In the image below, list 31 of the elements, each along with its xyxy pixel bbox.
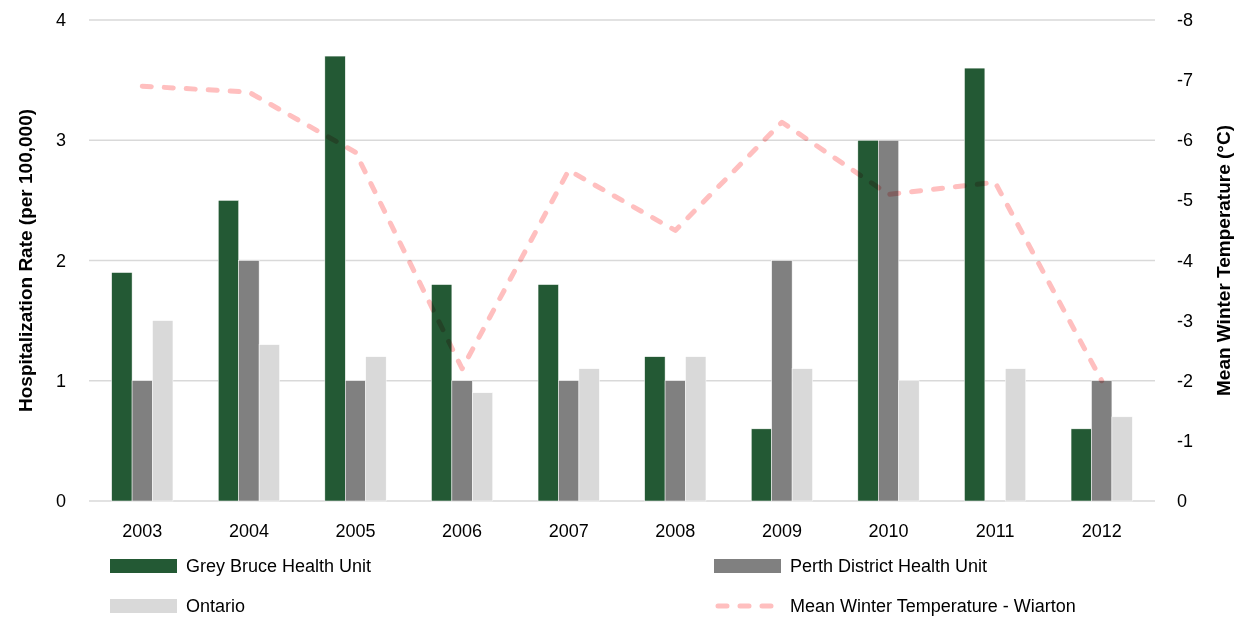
x-tick-label: 2005	[335, 521, 376, 541]
legend-label: Mean Winter Temperature - Wiarton	[790, 596, 1076, 616]
y2-tick-label: -8	[1177, 10, 1194, 30]
x-tick-label: 2006	[442, 521, 483, 541]
y2-axis-title: Mean Winter Temperature (°C)	[1212, 124, 1234, 397]
bar	[964, 67, 986, 502]
y-tick-label: 3	[55, 130, 66, 151]
y-tick-label: 4	[55, 10, 66, 30]
x-tick-label: 2009	[761, 521, 802, 541]
y2-tick-label: -2	[1177, 370, 1194, 391]
legend-label: Ontario	[186, 596, 246, 616]
y-axis-title: Hospitalization Rate (per 100,000)	[14, 108, 36, 413]
y2-tick-label: -1	[1177, 430, 1194, 451]
x-tick-label: 2007	[548, 521, 589, 541]
y2-tick-label: 0	[1177, 491, 1188, 511]
y2-tick-label: -6	[1177, 130, 1194, 151]
y2-tick-label: -7	[1177, 70, 1194, 91]
y2-tick-label: -3	[1177, 310, 1194, 331]
x-tick-label: 2004	[228, 521, 269, 541]
y-tick-label: 2	[55, 250, 66, 271]
x-tick-label: 2010	[868, 521, 909, 541]
y2-tick-label: -4	[1177, 250, 1194, 271]
x-tick-label: 2008	[655, 521, 696, 541]
x-tick-label: 2011	[975, 521, 1015, 541]
y-tick-label: 0	[55, 491, 66, 511]
legend-label: Grey Bruce Health Unit	[186, 556, 372, 576]
y2-tick-label: -5	[1177, 190, 1194, 211]
x-tick-label: 2012	[1081, 521, 1122, 541]
x-tick-label: 2003	[122, 521, 163, 541]
legend-label: Perth District Health Unit	[790, 556, 988, 576]
y-tick-label: 1	[55, 370, 66, 391]
